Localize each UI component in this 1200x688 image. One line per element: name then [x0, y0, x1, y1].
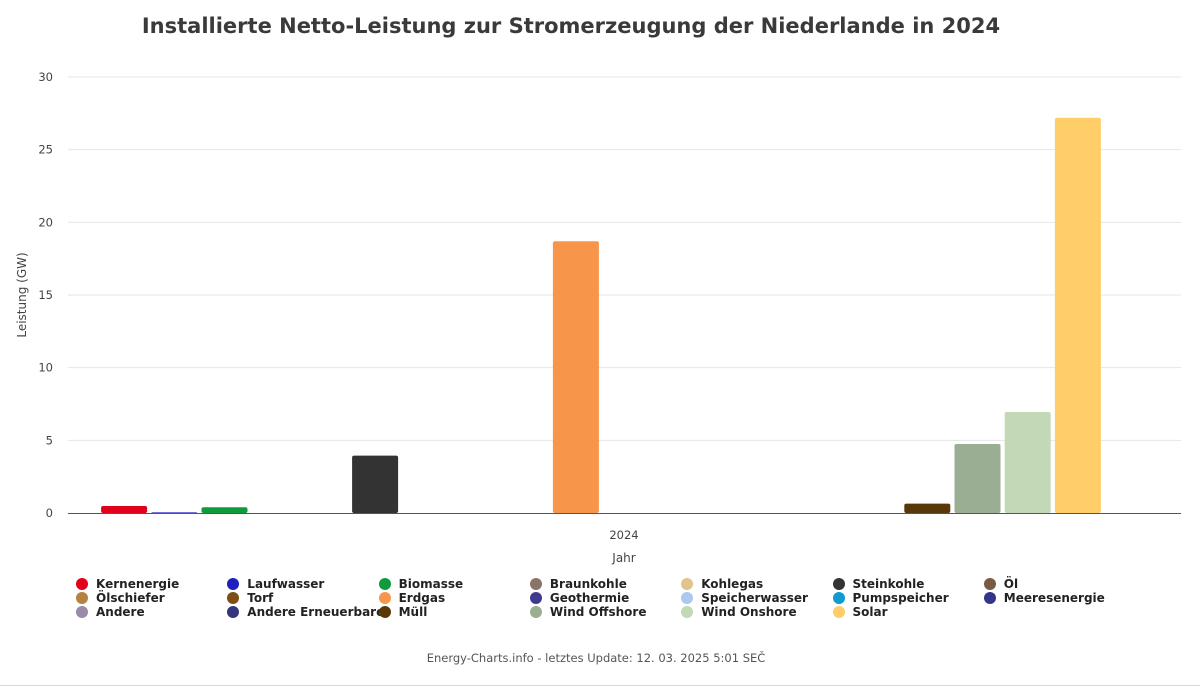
legend-item[interactable]: Andere Erneuerbare: [227, 605, 384, 619]
legend-marker-icon: [832, 578, 845, 590]
legend-item[interactable]: Geothermie: [529, 591, 630, 605]
bar-müll[interactable]: [904, 503, 951, 513]
legend-marker-icon: [832, 606, 845, 618]
chart-plot: 0 5 10 15 20 25 30 2024 Leistung (GW) Jahr: [15, 70, 1181, 565]
legend-label: Torf: [247, 591, 274, 605]
legend-row: Kernenergie Laufwasser Biomasse Braunkohle K…: [76, 577, 1176, 591]
legend-marker-icon: [681, 592, 694, 604]
legend-marker-icon: [983, 578, 996, 590]
legend-marker-icon: [378, 578, 391, 590]
y-tick-label: 25: [38, 143, 53, 157]
x-axis: 2024: [68, 513, 1181, 542]
legend-item[interactable]: Steinkohle: [832, 577, 925, 591]
bottom-divider: [0, 685, 1200, 686]
legend-label: Meeresenergie: [1003, 591, 1105, 605]
legend-item[interactable]: Speicherwasser: [681, 591, 808, 605]
y-axis-ticks: 0 5 10 15 20 25 30: [38, 70, 53, 520]
legend-label: Wind Onshore: [701, 605, 797, 619]
legend-marker-icon: [983, 592, 996, 604]
legend-marker-icon: [832, 592, 845, 604]
legend-marker-icon: [529, 578, 542, 590]
y-tick-label: 5: [46, 433, 53, 447]
legend-item[interactable]: Öl: [983, 577, 1019, 591]
legend-item[interactable]: Wind Offshore: [529, 605, 647, 619]
legend-marker-icon: [529, 592, 542, 604]
legend-marker-icon: [76, 592, 88, 604]
legend-label: Kohlegas: [701, 577, 764, 591]
legend-marker-icon: [681, 578, 694, 590]
bar-wind-offshore[interactable]: [954, 444, 1001, 513]
legend-marker-icon: [681, 606, 694, 618]
legend-label: Steinkohle: [852, 577, 925, 591]
legend-row: Andere Andere Erneuerbare Müll Wind Offshor…: [76, 605, 1176, 619]
footer-update-note: Energy-Charts.info - letztes Update: 12.…: [426, 651, 766, 665]
legend-item[interactable]: Laufwasser: [227, 577, 324, 591]
x-axis-title: Jahr: [611, 551, 635, 565]
y-tick-label: 20: [38, 215, 53, 229]
legend-marker-icon: [227, 578, 240, 590]
bar-steinkohle[interactable]: [352, 455, 399, 513]
y-tick-label: 10: [38, 361, 53, 375]
legend-item[interactable]: Kernenergie: [76, 577, 179, 591]
legend-marker-icon: [378, 606, 391, 618]
y-axis-title: Leistung (GW): [15, 252, 29, 337]
legend-label: Braunkohle: [549, 577, 627, 591]
gridlines: [68, 76, 1181, 441]
legend-marker-icon: [76, 606, 88, 618]
bar-kernenergie[interactable]: [101, 506, 148, 513]
legend-item[interactable]: Braunkohle: [529, 577, 627, 591]
legend-item[interactable]: Wind Onshore: [681, 605, 797, 619]
legend-label: Pumpspeicher: [852, 591, 949, 605]
legend-item[interactable]: Müll: [378, 605, 428, 619]
legend-marker-icon: [227, 606, 240, 618]
legend-label: Müll: [398, 605, 428, 619]
legend-item[interactable]: Kohlegas: [681, 577, 763, 591]
legend-label: Laufwasser: [247, 577, 325, 591]
legend-marker-icon: [378, 592, 391, 604]
legend: Kernenergie Laufwasser Biomasse Braunkohle K…: [76, 577, 1176, 619]
bars: [101, 117, 1101, 513]
legend-item[interactable]: Solar: [832, 605, 888, 619]
bar-solar[interactable]: [1054, 117, 1101, 513]
legend-label: Wind Offshore: [549, 605, 647, 619]
y-tick-label: 15: [38, 288, 53, 302]
bar-biomasse[interactable]: [201, 507, 248, 513]
legend-item[interactable]: Meeresenergie: [983, 591, 1105, 605]
bar-wind-onshore[interactable]: [1004, 412, 1051, 513]
legend-label: Speicherwasser: [701, 591, 808, 605]
legend-marker-icon: [529, 606, 542, 618]
legend-label: Kernenergie: [96, 577, 180, 591]
legend-row: Ölschiefer Torf Erdgas Geothermie Speicherwa…: [76, 591, 1176, 605]
y-tick-label: 30: [38, 70, 53, 84]
legend-marker-icon: [76, 578, 88, 590]
x-tick-label: 2024: [609, 528, 638, 542]
legend-label: Solar: [852, 605, 888, 619]
legend-label: Andere: [96, 605, 145, 619]
legend-item[interactable]: Erdgas: [378, 591, 446, 605]
legend-label: Andere Erneuerbare: [247, 605, 385, 619]
legend-label: Geothermie: [549, 591, 630, 605]
bar-laufwasser[interactable]: [151, 512, 198, 513]
legend-label: Ölschiefer: [96, 591, 165, 605]
bar-erdgas[interactable]: [552, 241, 599, 513]
chart-title: Installierte Netto-Leistung zur Stromerz…: [141, 14, 1001, 38]
legend-label: Erdgas: [398, 591, 446, 605]
legend-item[interactable]: Pumpspeicher: [832, 591, 949, 605]
legend-label: Biomasse: [398, 577, 464, 591]
legend-item[interactable]: Torf: [227, 591, 273, 605]
legend-label: Öl: [1003, 577, 1019, 591]
y-tick-label: 0: [46, 506, 53, 520]
legend-marker-icon: [227, 592, 240, 604]
legend-item[interactable]: Biomasse: [378, 577, 464, 591]
legend-item[interactable]: Ölschiefer: [76, 591, 165, 605]
legend-item[interactable]: Andere: [76, 605, 145, 619]
